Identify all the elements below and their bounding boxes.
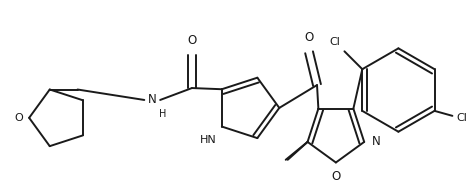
Text: N: N <box>372 136 381 148</box>
Text: H: H <box>159 109 166 119</box>
Text: HN: HN <box>200 135 217 145</box>
Text: O: O <box>331 170 340 184</box>
Text: N: N <box>148 93 157 106</box>
Text: O: O <box>305 31 313 44</box>
Text: Cl: Cl <box>329 37 340 47</box>
Text: O: O <box>188 34 196 47</box>
Text: Cl: Cl <box>456 113 467 123</box>
Text: O: O <box>15 113 23 123</box>
